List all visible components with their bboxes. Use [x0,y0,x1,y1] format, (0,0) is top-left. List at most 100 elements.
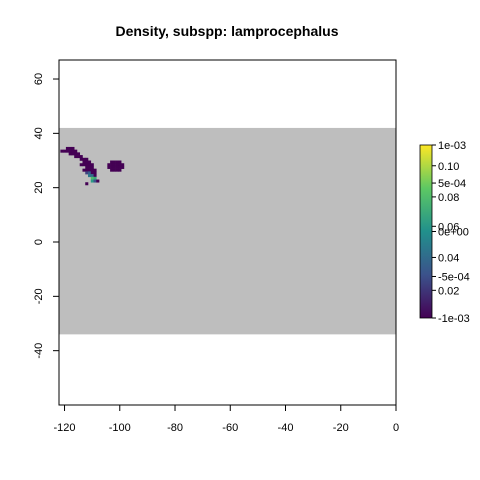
density-cell [88,168,92,172]
density-cell [82,163,86,167]
density-cell [76,152,81,156]
density-cell [112,165,116,169]
colorbar-tick-label: -5e-04 [438,271,470,283]
density-cell [79,157,83,161]
x-tick-label: -40 [278,422,294,434]
density-cell [93,168,97,172]
density-cell [110,168,114,172]
density-cell [110,163,114,167]
density-cell [88,163,92,167]
density-cell [68,146,72,150]
colorbar-tick-label: 0e+00 [438,227,469,239]
colorbar-tick-label: -1e-03 [438,313,470,325]
y-tick-label: 40 [33,127,45,139]
density-cell [115,160,119,164]
chart-title: Density, subspp: lamprocephalus [115,23,338,39]
density-cell [85,160,89,164]
plot-area [58,59,397,406]
colorbar [419,144,433,319]
density-cell [68,149,72,153]
density-cell [90,165,94,169]
colorbar-tick-label: 0.04 [438,252,459,264]
density-cell [88,174,92,178]
density-cell [110,160,114,164]
density-cell [107,165,111,169]
density-cell [90,163,94,167]
density-cell [93,174,97,178]
y-tick-label: -20 [33,288,45,304]
density-cell [112,168,116,172]
density-cell [112,163,116,167]
colorbar-tick-label: 1e-03 [438,140,466,152]
density-cell [71,149,75,153]
density-cell [85,165,89,169]
density-cell [63,149,67,153]
density-cell [65,146,69,150]
density-cell [115,165,119,169]
density-cell [90,174,94,178]
density-cell [68,152,72,156]
density-cell [110,165,114,169]
density-cell [90,179,94,183]
density-cell [85,157,89,161]
density-cell [93,176,97,180]
density-cell [74,152,78,156]
x-tick-label: -120 [54,422,76,434]
density-cell [118,165,122,169]
x-tick-label: 0 [393,422,399,434]
density-cell [74,155,78,159]
density-cell [118,168,122,172]
density-cell [71,146,75,150]
density-cell [85,182,89,186]
density-cell [90,176,94,180]
x-tick-label: -100 [109,422,131,434]
y-tick-label: -40 [33,343,45,359]
colorbar-tick-label: 0.06 [438,221,459,233]
density-cell [93,179,97,183]
density-cell [118,160,122,164]
density-cell [79,163,83,167]
density-cells [60,146,125,186]
density-cell [121,165,125,169]
density-cell [82,168,86,172]
x-tick-label: -60 [222,422,238,434]
colorbar-tick-label: 0.10 [438,161,459,173]
density-cell [76,155,81,159]
density-cell [93,171,97,175]
x-axis: -120 -100 -80 -60 -40 -20 0 [54,404,399,434]
density-cell [85,168,89,172]
density-cell [90,168,94,172]
colorbar-tick-label: 0.08 [438,192,459,204]
y-tick-label: 60 [33,73,45,85]
density-cell [90,171,94,175]
density-cell [71,152,75,156]
density-cell [65,149,69,153]
density-cell [112,160,116,164]
colorbar-tick-label: 0.02 [438,285,459,297]
y-tick-label: 0 [33,239,45,245]
density-cell [88,160,92,164]
x-tick-label: -80 [167,422,183,434]
density-cell [96,179,100,183]
density-cell [74,149,78,153]
density-cell [85,171,89,175]
density-cell [88,171,92,175]
density-cell [121,163,125,167]
raster-background [59,127,396,335]
density-cell [79,155,83,159]
density-cell [82,160,86,164]
colorbar-tick-label: 5e-04 [438,178,466,190]
density-cell [60,149,64,153]
density-cell [85,163,89,167]
density-cell [82,157,86,161]
density-cell [88,165,92,169]
density-cell [118,163,122,167]
y-tick-label: 20 [33,182,45,194]
density-cell [115,163,119,167]
y-axis: -40 -20 0 20 40 60 [33,73,60,359]
density-cell [107,163,111,167]
x-tick-label: -20 [333,422,349,434]
